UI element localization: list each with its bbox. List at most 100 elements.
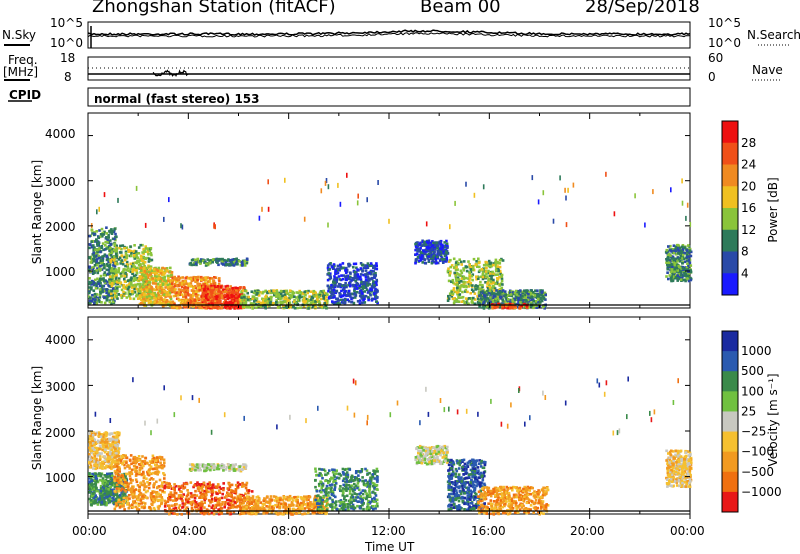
power-cell-8-336 (351, 296, 355, 300)
power-cell-9-174 (421, 240, 425, 244)
power-cell-8-417 (360, 296, 363, 299)
power-cell-12-54 (513, 305, 517, 308)
power-cell-7-285 (303, 290, 307, 294)
nsearch-tick-top: 10^5 (708, 16, 741, 30)
power-cell-3-318 (190, 289, 194, 292)
power-cell-1-382 (135, 287, 139, 291)
power-cell-9-207 (443, 254, 447, 258)
power-cell-1-412 (144, 257, 147, 261)
power-cell-8-402 (331, 286, 334, 289)
power-cell-1-417 (149, 247, 153, 250)
power-cell-10-406 (452, 266, 456, 269)
power-cell-3-136 (217, 283, 221, 286)
power-cell-6-51 (217, 263, 220, 267)
power-cell-4-282 (234, 301, 238, 305)
power-cell-8-412 (372, 280, 375, 283)
power-cell-1-300 (111, 255, 114, 259)
power-cell-3-323 (184, 293, 187, 296)
power-cell-11-283 (535, 294, 539, 298)
power-colorbar-swatch-5 (722, 229, 738, 252)
power-cell-3-85 (179, 306, 182, 309)
power-cell-6-133 (205, 262, 208, 266)
power-cell-10-379 (465, 269, 469, 273)
power-cell-1-212 (133, 257, 137, 260)
power-cell-5-68 (230, 293, 233, 297)
power-cell-0-274 (96, 296, 99, 300)
power-cell-0-207 (107, 233, 110, 237)
power-cell-11-339 (490, 290, 494, 294)
power-cell-1-386 (132, 254, 136, 257)
power-cell-7-322 (245, 305, 248, 309)
power-cell-3-408 (194, 306, 198, 309)
power-cell-1-365 (115, 294, 118, 298)
power-cell-0-198 (99, 282, 102, 285)
power-cell-9-133 (424, 250, 428, 253)
power-cell-3-283 (174, 293, 178, 297)
power-cell-10-153 (462, 269, 466, 272)
power-cell-3-258 (191, 301, 195, 304)
power-cell-1-230 (127, 290, 131, 294)
power-cell-13-311 (672, 257, 675, 260)
power-cell-0-390 (94, 287, 98, 290)
velocity-cell-0-83 (89, 464, 93, 468)
power-cell-2-400 (145, 277, 148, 281)
power-cell-3-156 (196, 282, 199, 285)
power-cell-5-61 (226, 295, 230, 298)
power-cell-0-184 (96, 267, 99, 270)
power-cell-10-322 (459, 280, 463, 283)
velocity-cell-0-108 (108, 433, 111, 436)
power-cell-6-127 (211, 258, 215, 261)
power-cell-0-389 (95, 269, 98, 272)
power-cell-8-217 (347, 300, 351, 303)
power-cell-13-238 (680, 255, 684, 258)
power-cell-1-279 (130, 251, 133, 255)
power-cell-1-337 (147, 257, 151, 261)
power-cell-0-375 (100, 301, 103, 304)
velocity-cell-0-252 (116, 432, 119, 435)
power-cell-7-260 (275, 299, 278, 302)
power-cell-1-349 (110, 276, 113, 279)
power-cell-11-306 (508, 291, 512, 295)
power-cell-10-307 (456, 299, 459, 303)
power-cell-2-104 (145, 270, 148, 273)
power-cell-8-340 (362, 298, 365, 302)
power-cell-1-288 (139, 243, 142, 247)
power-cell-2-147 (157, 294, 161, 297)
power-cell-7-341 (238, 298, 242, 302)
power-cell-1-370 (109, 254, 113, 257)
power-cell-5-76 (237, 301, 241, 305)
power-cell-11-194 (531, 291, 535, 294)
power-cell-7-398 (288, 289, 292, 292)
power-cell-0-367 (115, 244, 118, 248)
power-cell-13-132 (677, 267, 681, 270)
power-cell-8-182 (369, 277, 372, 281)
power-sparse-59 (267, 206, 270, 212)
power-cell-7-252 (305, 301, 309, 305)
power-cell-10-301 (462, 281, 465, 284)
power-cell-7-349 (288, 301, 292, 304)
power-cell-7-355 (324, 304, 328, 308)
power-cell-11-369 (486, 304, 489, 308)
power-cell-6-49 (242, 262, 246, 266)
power-cell-1-75 (125, 260, 129, 264)
power-cell-6-130 (206, 258, 209, 261)
power-cell-11-229 (522, 300, 525, 303)
power-cell-3-198 (175, 278, 178, 282)
power-cell-8-351 (366, 273, 369, 276)
power-cell-1-371 (136, 282, 140, 286)
power-cell-11-336 (499, 291, 502, 294)
power-cell-1-400 (122, 270, 125, 273)
power-cell-4-315 (211, 286, 214, 290)
power-cell-11-407 (536, 297, 540, 301)
xtick-1600: 16:00 (471, 524, 506, 538)
power-cell-4-227 (204, 291, 207, 294)
power-cell-8-408 (356, 273, 360, 276)
power-cell-1-289 (130, 290, 134, 294)
power-cell-10-342 (481, 283, 484, 287)
power-cell-7-153 (264, 301, 268, 304)
power-cell-1-318 (124, 271, 127, 275)
power-cell-11-417 (511, 299, 515, 302)
velocity-cell-0-39 (98, 444, 102, 448)
power-cell-13-109 (685, 277, 689, 281)
power-cell-13-275 (688, 249, 692, 252)
